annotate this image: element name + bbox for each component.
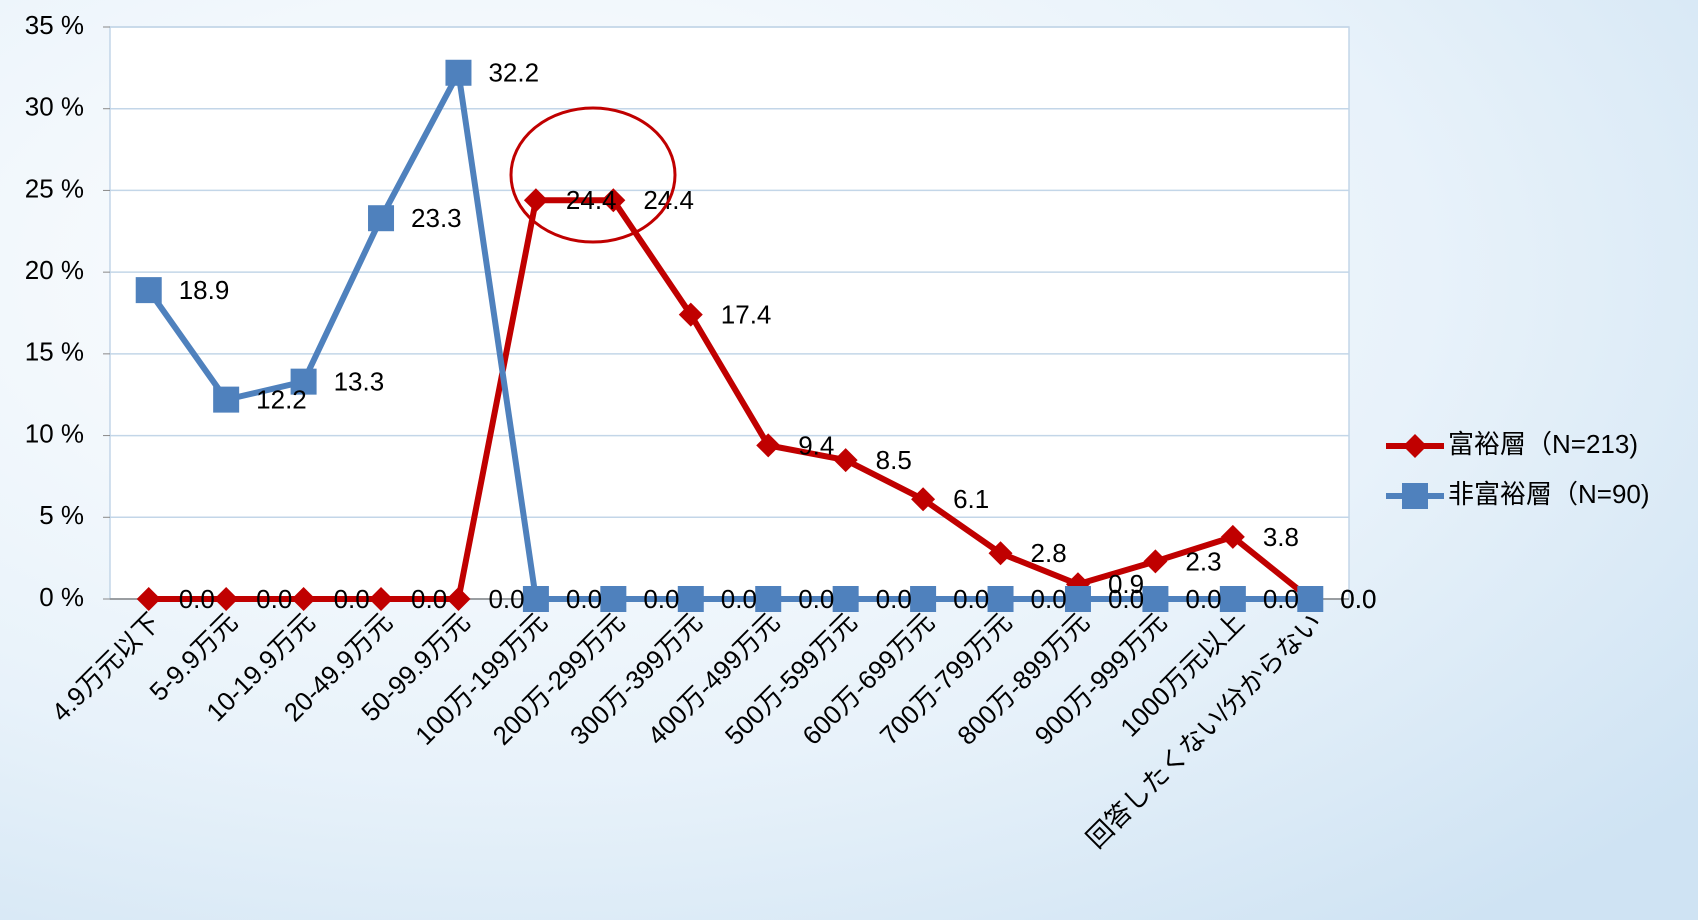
data-label: 0.0 [179,584,215,614]
data-label: 0.0 [334,584,370,614]
data-label: 6.1 [953,484,989,514]
marker [445,59,472,86]
data-label: 12.2 [256,384,307,414]
data-label: 0.0 [953,584,989,614]
data-label: 0.0 [1263,584,1299,614]
plot: 0 %5 %10 %15 %20 %25 %30 %35 %4.9万元以下5-9… [25,10,1650,854]
data-label: 3.8 [1263,522,1299,552]
marker [832,586,859,612]
marker [1142,586,1169,612]
data-label: 2.3 [1185,546,1221,576]
marker [1220,524,1245,549]
data-label: 0.0 [256,584,292,614]
marker [523,188,548,213]
legend-label: 非富裕層（N=90) [1448,479,1650,509]
data-label: 0.0 [721,584,757,614]
data-label: 0.0 [1031,584,1067,614]
data-label: 0.0 [1340,584,1376,614]
marker [677,586,704,612]
y-tick-label: 5 % [39,500,84,530]
data-label: 24.4 [566,185,617,215]
marker [214,587,239,611]
marker [368,205,395,232]
data-label: 2.8 [1031,538,1067,568]
y-tick-label: 35 % [25,10,84,40]
y-tick-label: 25 % [25,173,84,203]
data-label: 8.5 [876,445,912,475]
marker [988,541,1013,566]
legend-label: 富裕層（N=213) [1448,429,1638,459]
marker [600,586,627,612]
data-label: 18.9 [179,275,230,305]
data-label: 0.0 [643,584,679,614]
y-tick-label: 20 % [25,255,84,285]
marker [369,587,394,611]
data-label: 0.0 [1108,584,1144,614]
data-label: 13.3 [334,367,385,397]
marker [911,487,936,512]
marker [1064,586,1091,612]
data-label: 23.3 [411,203,462,233]
series-line [148,197,1313,602]
marker [678,302,703,327]
data-label: 0.0 [1185,584,1221,614]
data-label: 0.9 [1108,569,1144,599]
marker [755,586,782,612]
marker [833,448,858,473]
data-label: 0.0 [876,584,912,614]
marker [1403,434,1427,458]
marker [987,586,1014,612]
data-label: 0.0 [411,584,447,614]
marker [290,368,317,395]
marker [213,386,240,413]
marker [601,188,626,213]
y-tick-label: 10 % [25,418,84,448]
marker [1143,549,1168,574]
marker [756,433,781,458]
y-tick-label: 30 % [25,92,84,122]
highlight-circle [509,106,677,244]
marker [910,586,937,612]
marker [1219,586,1246,612]
plot-area [109,26,1350,600]
data-label: 0.0 [488,584,524,614]
data-label: 0.0 [566,584,602,614]
marker [522,586,549,612]
data-label: 17.4 [721,300,772,330]
marker [446,587,471,611]
data-label: 0.0 [1340,584,1376,614]
marker [1297,586,1324,612]
marker [1402,483,1428,509]
marker [135,277,162,304]
data-label: 32.2 [488,58,539,88]
data-label: 9.4 [798,430,834,460]
series-line [146,69,1311,602]
data-label: 0.0 [798,584,834,614]
marker [291,587,316,611]
y-tick-label: 0 % [39,582,84,612]
y-tick-label: 15 % [25,337,84,367]
marker [136,587,161,611]
